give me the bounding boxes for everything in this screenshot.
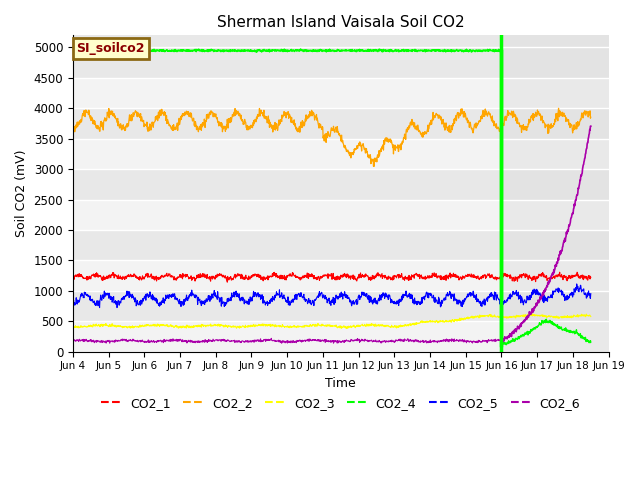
CO2_4 — [584, 338, 592, 344]
CO2_6 — [513, 327, 520, 333]
CO2_4 — [534, 324, 541, 329]
Bar — [73, 139, 609, 169]
CO2_1 — [308, 272, 316, 277]
CO2_4 — [513, 336, 520, 341]
CO2_5 — [341, 291, 349, 297]
CO2_2 — [490, 119, 497, 125]
Line: CO2_3: CO2_3 — [73, 314, 591, 328]
Title: Sherman Island Vaisala Soil CO2: Sherman Island Vaisala Soil CO2 — [217, 15, 465, 30]
CO2_2 — [587, 114, 595, 120]
CO2_6 — [498, 338, 506, 344]
CO2_3 — [343, 325, 351, 331]
CO2_4 — [535, 322, 543, 328]
Line: CO2_4: CO2_4 — [502, 319, 591, 345]
CO2_5 — [573, 281, 580, 287]
CO2_2 — [69, 125, 77, 131]
CO2_2 — [370, 163, 378, 169]
Line: CO2_2: CO2_2 — [73, 108, 591, 166]
Y-axis label: Soil CO2 (mV): Soil CO2 (mV) — [15, 150, 28, 237]
Legend: CO2_1, CO2_2, CO2_3, CO2_4, CO2_5, CO2_6: CO2_1, CO2_2, CO2_3, CO2_4, CO2_5, CO2_6 — [97, 392, 585, 415]
CO2_5 — [308, 298, 316, 303]
CO2_6 — [535, 300, 543, 305]
CO2_5 — [248, 295, 255, 300]
Line: CO2_1: CO2_1 — [73, 272, 591, 282]
CO2_2 — [308, 113, 316, 119]
CO2_1 — [195, 272, 202, 277]
CO2_1 — [69, 272, 77, 277]
Text: SI_soilco2: SI_soilco2 — [76, 42, 145, 55]
Bar — [73, 260, 609, 291]
CO2_4 — [587, 339, 595, 345]
CO2_1 — [580, 276, 588, 282]
CO2_2 — [580, 109, 588, 115]
Bar — [73, 78, 609, 108]
Line: CO2_6: CO2_6 — [502, 126, 591, 342]
CO2_6 — [559, 240, 567, 246]
CO2_4 — [543, 316, 550, 322]
Bar — [502, 36, 609, 351]
Bar — [73, 200, 609, 230]
CO2_1 — [587, 275, 595, 280]
X-axis label: Time: Time — [325, 377, 356, 390]
CO2_4 — [560, 327, 568, 333]
Bar — [73, 321, 609, 351]
CO2_2 — [340, 144, 348, 150]
CO2_5 — [195, 297, 203, 303]
CO2_6 — [499, 339, 507, 345]
CO2_3 — [490, 313, 497, 319]
CO2_5 — [490, 295, 497, 301]
CO2_6 — [587, 123, 595, 129]
CO2_3 — [587, 313, 595, 319]
CO2_1 — [341, 272, 349, 277]
CO2_6 — [550, 271, 557, 276]
CO2_3 — [195, 324, 202, 329]
CO2_3 — [340, 324, 348, 329]
CO2_3 — [580, 312, 588, 318]
CO2_1 — [556, 269, 563, 275]
CO2_4 — [550, 322, 557, 328]
CO2_6 — [584, 140, 591, 145]
CO2_5 — [580, 286, 588, 292]
CO2_3 — [529, 311, 536, 317]
CO2_6 — [534, 300, 541, 306]
CO2_3 — [248, 323, 255, 329]
CO2_2 — [248, 124, 255, 130]
CO2_1 — [223, 279, 231, 285]
CO2_5 — [587, 291, 595, 297]
CO2_4 — [498, 341, 506, 347]
CO2_3 — [69, 324, 77, 330]
CO2_2 — [555, 106, 563, 111]
CO2_4 — [502, 342, 510, 348]
CO2_1 — [248, 275, 255, 280]
Line: CO2_5: CO2_5 — [73, 284, 591, 308]
CO2_3 — [308, 323, 316, 328]
CO2_2 — [195, 129, 202, 134]
CO2_5 — [96, 305, 104, 311]
CO2_1 — [490, 276, 497, 281]
CO2_5 — [69, 300, 77, 306]
